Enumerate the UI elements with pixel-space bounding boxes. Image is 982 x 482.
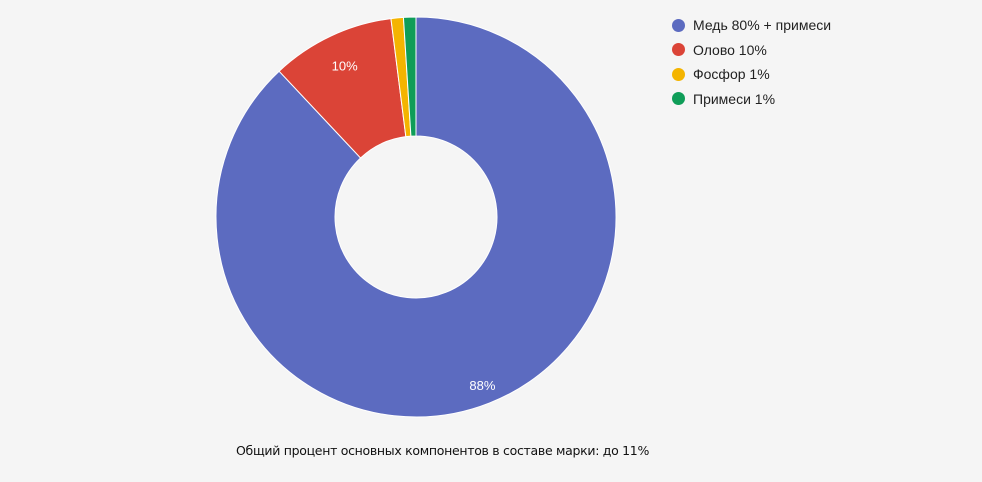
legend-label: Примеси 1% <box>693 90 776 107</box>
slice[interactable] <box>402 16 417 137</box>
legend-swatch <box>672 92 685 106</box>
legend-swatch <box>672 43 685 57</box>
data-label: 88% <box>469 378 495 393</box>
legend-label: Олово 10% <box>693 41 767 58</box>
legend-item[interactable]: Примеси 1% <box>672 87 831 112</box>
legend-swatch <box>672 18 685 32</box>
legend-label: Медь 80% + примеси <box>693 17 832 34</box>
data-label: 10% <box>332 58 358 73</box>
legend-swatch <box>672 67 685 81</box>
legend-item[interactable]: Олово 10% <box>672 38 831 63</box>
legend: Медь 80% + примеси Олово 10% Фосфор 1% П… <box>672 13 831 111</box>
slice[interactable] <box>215 16 617 418</box>
legend-item[interactable]: Фосфор 1% <box>672 62 831 87</box>
chart-caption: Общий процент основных компонентов в сос… <box>236 443 650 458</box>
legend-label: Фосфор 1% <box>693 66 770 83</box>
legend-item[interactable]: Медь 80% + примеси <box>672 13 831 38</box>
